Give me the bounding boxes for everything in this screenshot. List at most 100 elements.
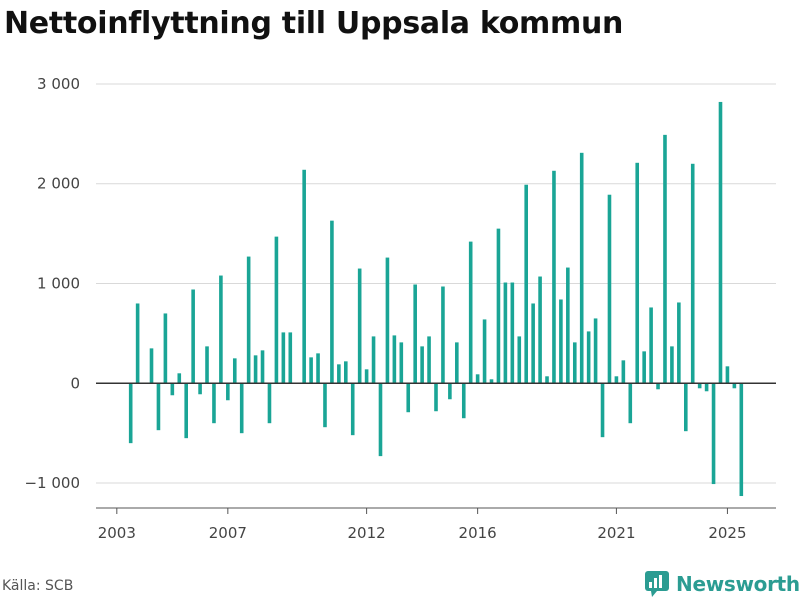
bar [517,336,522,384]
y-tick-label: 3 000 [37,75,80,93]
y-axis-ticks: −1 000 0 1 000 2 000 3 000 [24,75,80,492]
bar [670,346,674,384]
bar [621,360,626,384]
y-tick-label: 1 000 [37,275,80,293]
bar [455,342,459,384]
bar [677,302,681,384]
bar [406,383,411,413]
bar [524,184,528,384]
bar [496,228,501,384]
x-axis-ticks: 2003 2007 2012 2016 2021 2025 [96,507,776,542]
bar [184,383,188,439]
bar [163,313,168,384]
bar [739,383,744,497]
bar [330,220,334,384]
bar [684,383,688,432]
x-tick-label: 2003 [98,524,136,542]
grid-lines [96,83,776,484]
bar [344,361,348,384]
bar [302,169,306,384]
bar [156,383,161,431]
bar [572,342,577,384]
bar [350,383,355,436]
bar [510,282,515,384]
bar [191,289,195,384]
x-tick-label: 2016 [459,524,497,542]
bar [732,383,737,389]
bar [461,383,466,419]
brand-logo: Newsworthy [644,570,800,598]
bar [226,383,230,401]
bar [309,357,313,384]
bar [135,303,140,384]
bars [128,101,744,497]
bar [149,348,154,384]
bar [392,335,397,384]
bar [323,383,327,428]
bar [399,342,404,384]
bar [468,241,473,384]
bar [170,383,175,396]
bar [642,351,646,384]
bar [503,282,508,384]
x-tick-label: 2021 [597,524,635,542]
bar [663,134,667,384]
y-tick-label: 2 000 [37,175,80,193]
bar [649,307,653,384]
x-tick-label: 2012 [348,524,386,542]
bar [531,303,535,384]
bar [253,355,258,384]
bar [711,383,716,485]
bar [205,346,209,384]
bar [357,268,362,384]
bar [267,383,272,424]
bar [337,364,341,384]
bar [371,336,376,384]
x-tick-label: 2025 [708,524,746,542]
newsworthy-logo-icon [645,571,669,597]
bar [579,152,584,384]
bar [434,383,438,412]
bar [448,383,452,400]
bar [725,366,730,384]
bar [704,383,709,392]
bar [593,318,598,384]
bar [614,376,619,384]
bar [475,374,480,384]
bar [690,163,695,384]
bar [628,383,633,424]
bar [385,257,390,384]
bar [212,383,216,424]
bar [177,373,182,384]
bar [586,331,591,384]
bar [219,275,223,384]
bar [198,383,202,395]
bar [420,346,424,384]
bar [600,383,605,438]
bar [260,350,265,384]
y-tick-label: −1 000 [24,474,80,492]
bar [364,369,369,384]
source-note: Källa: SCB [2,578,74,594]
bar [232,358,237,384]
x-tick-label: 2007 [209,524,247,542]
bar [274,236,279,384]
bar [482,319,487,384]
bar [288,332,293,384]
bar [441,286,445,384]
bar [489,379,494,384]
bar [697,383,702,389]
bar [281,332,286,384]
bar [246,256,251,384]
brand-name: Newsworthy [676,572,800,596]
bar [413,284,417,384]
bar [607,194,612,384]
bar [378,383,383,457]
bar [635,162,640,384]
bar [316,353,320,384]
page-title: Nettoinflyttning till Uppsala kommun [4,6,624,41]
bar [128,383,133,444]
bar [552,170,556,384]
bar [656,383,660,390]
